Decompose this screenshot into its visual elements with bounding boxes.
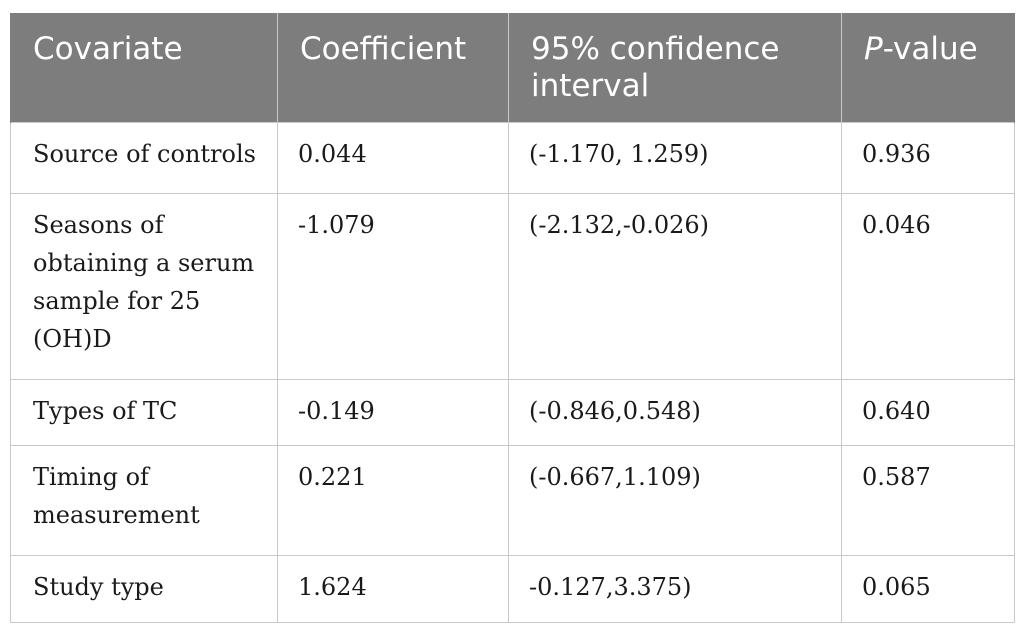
cell-confidence-interval: (-1.170, 1.259)	[508, 122, 842, 194]
cell-p-value: 0.587	[841, 445, 1015, 556]
table-row: Study type 1.624 -0.127,3.375) 0.065	[10, 555, 1015, 623]
table-header: Covariate Coefficient 95% confidence int…	[10, 13, 1015, 123]
cell-covariate: Study type	[10, 555, 278, 623]
cell-covariate: Seasons of obtaining a serum sample for …	[10, 193, 278, 380]
header-p-suffix: -value	[882, 31, 978, 67]
cell-covariate: Types of TC	[10, 379, 278, 446]
cell-confidence-interval: (-0.846,0.548)	[508, 379, 842, 446]
cell-coefficient: -1.079	[277, 193, 509, 380]
cell-confidence-interval: (-0.667,1.109)	[508, 445, 842, 556]
cell-coefficient: 0.044	[277, 122, 509, 194]
header-p-value: P-value	[841, 13, 1015, 123]
table-row: Source of controls 0.044 (-1.170, 1.259)…	[10, 122, 1015, 194]
cell-covariate: Source of controls	[10, 122, 278, 194]
table-row: Seasons of obtaining a serum sample for …	[10, 193, 1015, 380]
header-row: Covariate Coefficient 95% confidence int…	[10, 13, 1015, 123]
table-row: Types of TC -0.149 (-0.846,0.548) 0.640	[10, 379, 1015, 446]
cell-confidence-interval: (-2.132,-0.026)	[508, 193, 842, 380]
cell-p-value: 0.936	[841, 122, 1015, 194]
header-p-letter: P	[864, 31, 883, 67]
cell-p-value: 0.640	[841, 379, 1015, 446]
header-coefficient: Coefficient	[277, 13, 509, 123]
header-covariate: Covariate	[10, 13, 278, 123]
cell-coefficient: 1.624	[277, 555, 509, 623]
cell-coefficient: 0.221	[277, 445, 509, 556]
cell-confidence-interval: -0.127,3.375)	[508, 555, 842, 623]
cell-covariate: Timing of measurement	[10, 445, 278, 556]
cell-coefficient: -0.149	[277, 379, 509, 446]
regression-table: Covariate Coefficient 95% confidence int…	[10, 13, 1015, 623]
header-confidence-interval: 95% confidence interval	[508, 13, 842, 123]
table-row: Timing of measurement 0.221 (-0.667,1.10…	[10, 445, 1015, 556]
cell-p-value: 0.046	[841, 193, 1015, 380]
table-body: Source of controls 0.044 (-1.170, 1.259)…	[10, 122, 1015, 623]
cell-p-value: 0.065	[841, 555, 1015, 623]
